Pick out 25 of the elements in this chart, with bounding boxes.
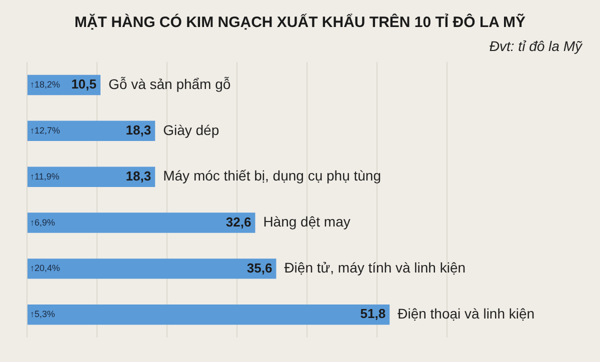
bar <box>28 304 390 325</box>
bar <box>28 258 276 279</box>
text: Đvt: tỉ đô la Mỹ <box>488 38 584 56</box>
annotation: ↑5,3% <box>30 309 56 320</box>
data-label: 10,5 <box>71 76 96 92</box>
bar <box>28 120 156 142</box>
y-tick-label: Điện tử, máy tính và linh kiện <box>284 260 466 276</box>
data-label: 51,8 <box>360 306 386 322</box>
data-label: 35,6 <box>246 260 272 276</box>
data-label: 32,6 <box>226 214 252 230</box>
y-tick-label: Hàng dệt may <box>263 214 350 230</box>
annotation: ↑6,9% <box>30 217 56 228</box>
chart-title: MẶT HÀNG CÓ KIM NGẠCH XUẤT KHẨU TRÊN 10 TỈ ĐÔ LA MỸ <box>73 12 527 33</box>
annotation: ↑18,2% <box>30 79 60 90</box>
bar <box>28 212 256 233</box>
y-tick-label: Gỗ và sản phẩm gỗ <box>108 76 231 92</box>
bar <box>28 166 156 187</box>
y-tick-label: Điện thoại và linh kiện <box>398 305 535 322</box>
data-label: 18,3 <box>126 122 152 138</box>
y-tick-label: Giày dép <box>163 122 220 138</box>
annotation: ↑20,4% <box>30 263 60 274</box>
y-tick-label: Máy móc thiết bị, dụng cụ phụ tùng <box>163 168 382 184</box>
data-label: 18,3 <box>126 168 152 184</box>
annotation: ↑11,9% <box>30 171 60 182</box>
annotation: ↑12,7% <box>30 125 60 136</box>
